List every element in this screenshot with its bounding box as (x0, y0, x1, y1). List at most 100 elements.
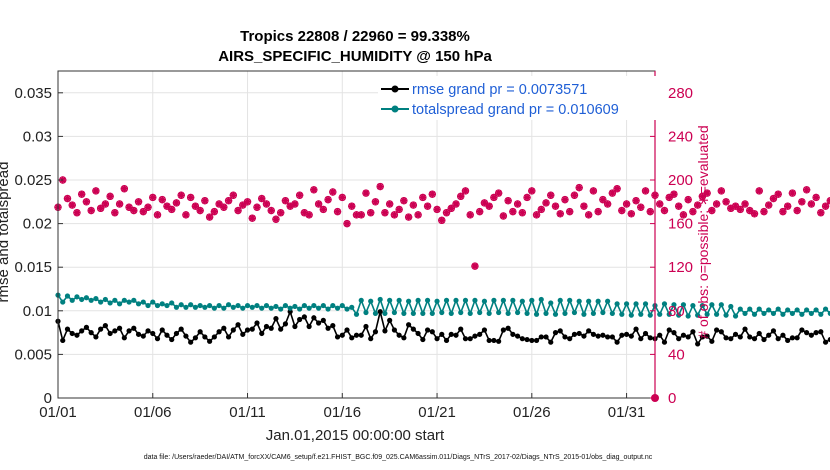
y-tick-label: 0.03 (23, 128, 52, 145)
totalspread-point (192, 304, 199, 310)
obs-evaluated-point (87, 206, 95, 215)
x-tick-label: 01/21 (418, 404, 456, 421)
obs-evaluated-point (376, 182, 384, 191)
totalspread-point (112, 297, 118, 303)
obs-evaluated-point (352, 211, 361, 219)
rmse-point (116, 325, 123, 331)
obs-evaluated-point (495, 189, 503, 197)
obs-evaluated-point (229, 191, 237, 199)
obs-evaluated-point (793, 206, 801, 215)
totalspread-point (330, 302, 336, 309)
obs-evaluated-point (821, 202, 830, 210)
rmse-point (581, 333, 587, 339)
totalspread-point (145, 302, 151, 309)
rmse-point (325, 325, 331, 331)
rmse-point (614, 339, 620, 345)
totalspread-point (481, 298, 488, 304)
rmse-point (770, 328, 777, 334)
obs-evaluated-point (613, 185, 621, 193)
rmse-point (188, 339, 194, 345)
totalspread-point (263, 302, 270, 309)
totalspread-point (363, 309, 369, 316)
y-right-tick-label: 200 (668, 172, 693, 189)
series-layer (55, 292, 830, 347)
rmse-point (500, 327, 506, 333)
legend-rmse-label: rmse grand pr = 0.0073571 (412, 82, 587, 98)
obs-evaluated-point (400, 197, 408, 205)
rmse-point (83, 324, 90, 330)
totalspread-point (344, 306, 350, 312)
obs-evaluated-point (594, 208, 602, 216)
totalspread-point (102, 296, 108, 303)
rmse-point (387, 317, 393, 323)
obs-evaluated-point (575, 184, 583, 192)
totalspread-point (567, 297, 573, 303)
obs-evaluated-point (97, 204, 105, 212)
rmse-point (571, 331, 578, 337)
obs-evaluated-point (248, 214, 256, 222)
rmse-point (135, 331, 142, 337)
totalspread-point (315, 305, 322, 311)
rmse-point (557, 328, 563, 334)
obs-evaluated-point (319, 205, 327, 214)
totalspread-point (619, 311, 625, 317)
totalspread-point (718, 302, 724, 308)
totalspread-point (372, 310, 379, 317)
obs-evaluated-point (390, 211, 399, 219)
rmse-point (254, 320, 260, 326)
totalspread-point (623, 301, 630, 307)
y-tick-label: 0.025 (14, 172, 52, 189)
obs-evaluated-point (627, 210, 635, 218)
rmse-point (514, 333, 521, 339)
rmse-point (197, 329, 203, 335)
totalspread-point (761, 310, 767, 317)
rmse-point (448, 331, 454, 337)
obs-evaluated-point (239, 201, 247, 209)
totalspread-point (287, 305, 293, 311)
obs-evaluated-point (258, 194, 266, 203)
obs-evaluated-point (314, 200, 323, 208)
rmse-point (282, 321, 289, 327)
obs-evaluated-point (741, 200, 749, 208)
obs-evaluated-point (812, 193, 820, 202)
totalspread-point (519, 298, 525, 304)
rmse-point (600, 332, 606, 338)
obs-evaluated-point (807, 200, 815, 208)
totalspread-point (140, 299, 146, 305)
obs-evaluated-point (277, 209, 285, 217)
obs-evaluated-point (504, 197, 512, 205)
totalspread-point (164, 302, 170, 309)
totalspread-point (230, 304, 236, 310)
totalspread-point (240, 305, 246, 311)
rmse-point (676, 336, 682, 342)
totalspread-point (472, 297, 478, 303)
totalspread-point (202, 304, 208, 310)
rmse-point (657, 332, 663, 338)
totalspread-point (69, 297, 75, 303)
rmse-point (88, 330, 94, 336)
totalspread-point (614, 301, 620, 307)
rmse-point (477, 331, 483, 337)
totalspread-point (74, 294, 80, 300)
rmse-point (780, 332, 786, 338)
rmse-point (349, 335, 355, 341)
obs-evaluated-point (144, 203, 152, 211)
rmse-point (306, 323, 312, 330)
rmse-point (605, 334, 611, 340)
rmse-point (467, 336, 473, 342)
obs-evaluated-point (300, 209, 308, 217)
totalspread-point (661, 301, 668, 307)
totalspread-point (377, 296, 383, 303)
rmse-point (268, 325, 274, 331)
y-tick-label: 0.005 (14, 346, 52, 363)
rmse-point (406, 322, 412, 328)
obs-evaluated-point (490, 193, 498, 202)
rmse-point (443, 337, 450, 344)
rmse-point (529, 337, 535, 344)
obs-evaluated-point (215, 200, 223, 208)
obs-evaluated-point (646, 208, 654, 216)
rmse-point (334, 334, 341, 340)
obs-evaluated-point (542, 199, 550, 207)
rmse-point (761, 336, 767, 343)
obs-evaluated-point (272, 215, 280, 223)
